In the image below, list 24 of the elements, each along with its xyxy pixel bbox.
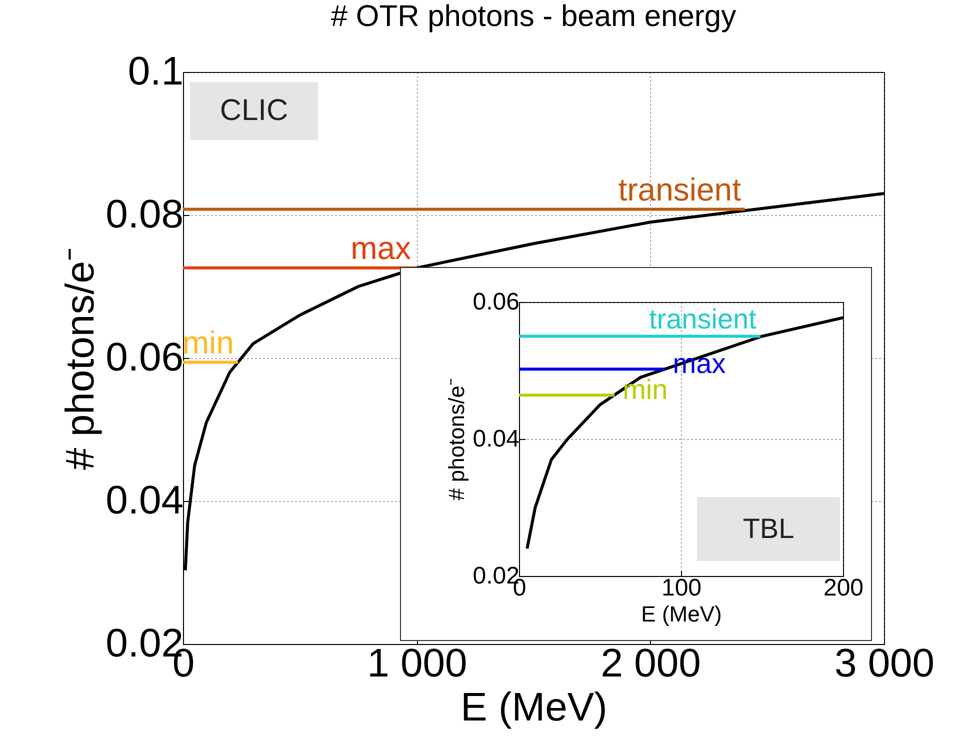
x-axis-title: E (MeV): [641, 602, 722, 626]
y-tick-label: 0.04: [106, 478, 184, 522]
x-tick-label: 100: [661, 574, 702, 602]
series-label: min: [622, 374, 668, 406]
series-label: transient: [618, 171, 742, 208]
series-label: min: [182, 324, 234, 360]
y-tick-label: 0.06: [472, 288, 520, 316]
y-tick-label: 0.04: [472, 426, 520, 452]
y-tick-label: 0.06: [106, 336, 184, 380]
label-box: TBL: [697, 497, 840, 561]
series-label: max: [350, 230, 412, 266]
series-label: transient: [648, 303, 757, 334]
y-axis-title: # photons/e⁻: [58, 246, 103, 470]
x-axis-title: E (MeV): [460, 686, 608, 730]
x-tick-label: 2 000: [600, 642, 701, 686]
label-box: CLIC: [190, 82, 318, 140]
x-tick-label: 200: [823, 574, 864, 602]
series-label: max: [672, 348, 726, 380]
y-tick-label: 0.1: [128, 50, 184, 94]
x-tick-label: 1 000: [367, 642, 468, 686]
y-axis-title: # photons/e⁻: [444, 378, 469, 500]
chart-title: # OTR photons - beam energy: [330, 0, 736, 33]
y-tick-label: 0.08: [106, 192, 184, 236]
x-tick-label: 3 000: [834, 642, 935, 686]
